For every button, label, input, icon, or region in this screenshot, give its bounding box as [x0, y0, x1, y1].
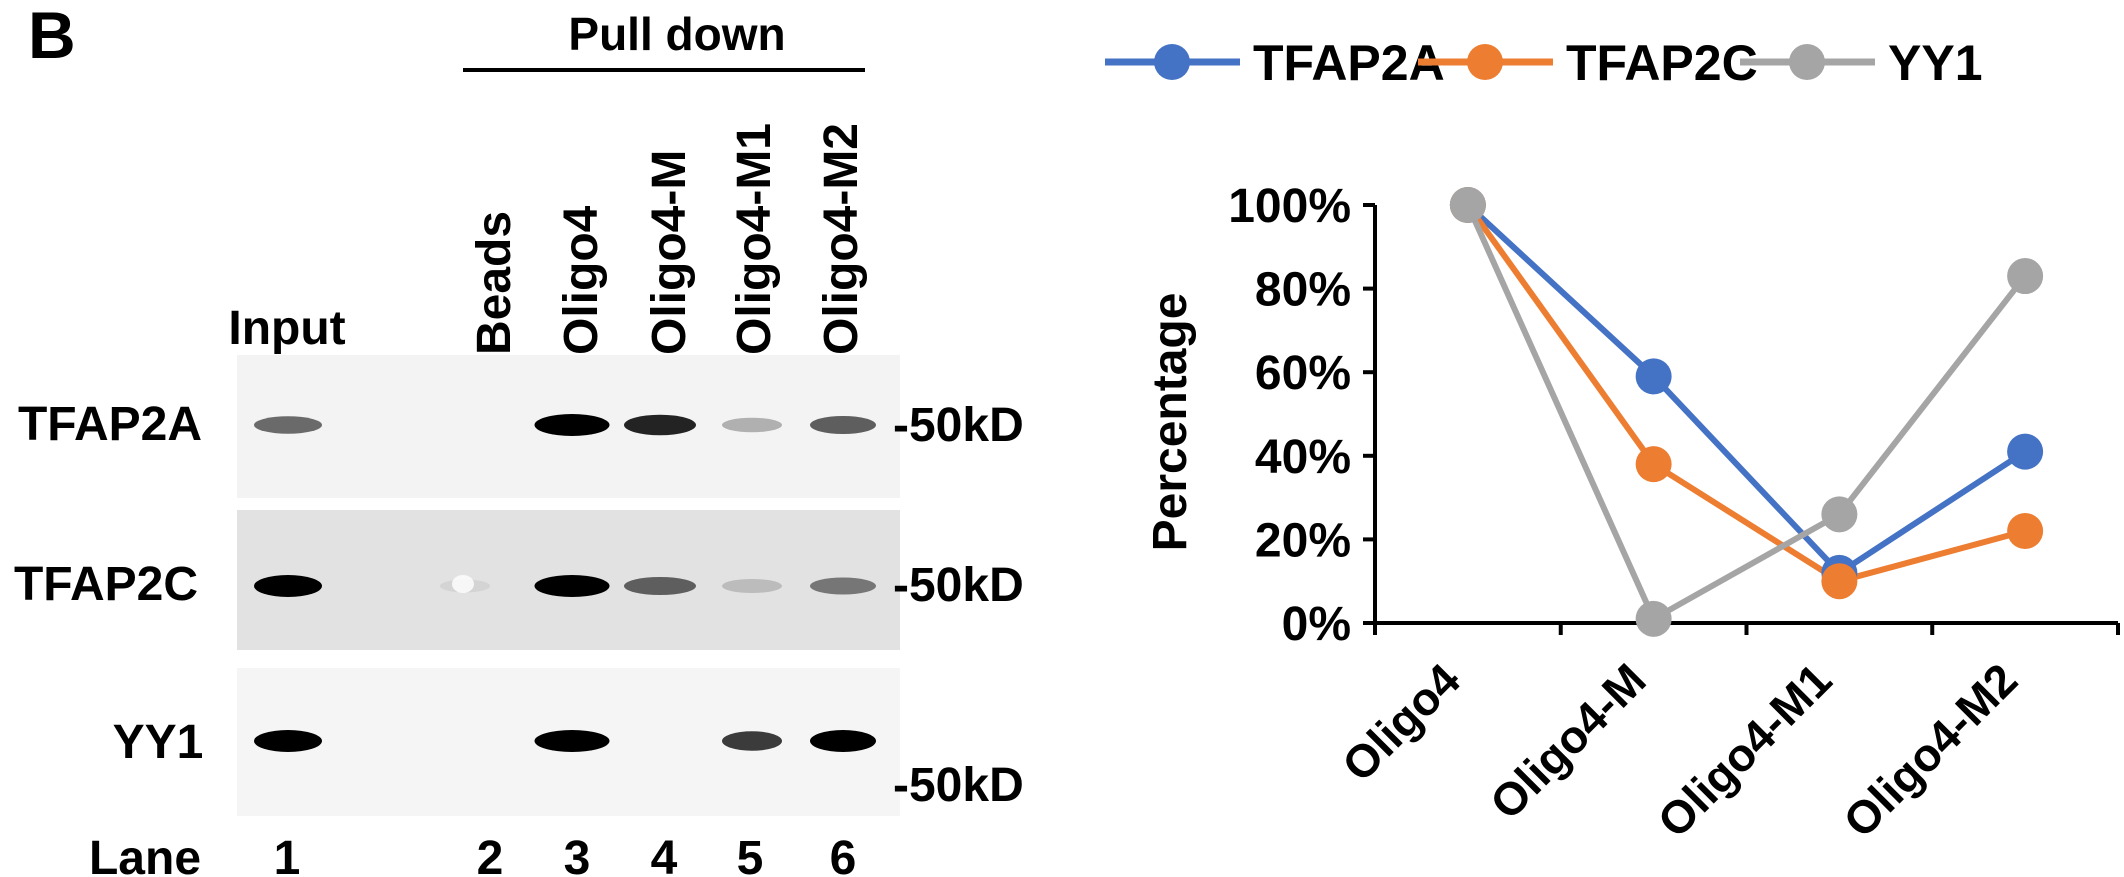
data-point-yy1 — [1821, 496, 1858, 533]
band-tfap2c-lane-4 — [624, 577, 696, 595]
input-label: Input — [228, 302, 345, 355]
band-tfap2a-lane-4 — [624, 414, 696, 436]
marker-yy1: -50kD — [893, 759, 1024, 812]
band-yy1-lane-3 — [534, 730, 610, 752]
legend-label-yy1: YY1 — [1888, 35, 1983, 91]
lane-number-3: 3 — [564, 832, 591, 877]
y-tick-label: 20% — [1255, 514, 1351, 567]
y-tick-label: 40% — [1255, 431, 1351, 484]
lane-number-5: 5 — [737, 832, 764, 877]
band-tfap2a-lane-3 — [534, 414, 610, 436]
band-tfap2c-lane-6 — [810, 577, 876, 595]
legend-label-tfap2a: TFAP2A — [1253, 35, 1445, 91]
band-tfap2c-lane-5 — [722, 579, 782, 593]
blot-bands — [254, 414, 876, 752]
data-point-tfap2c — [2007, 513, 2044, 550]
protein-label-tfap2a: TFAP2A — [18, 398, 202, 451]
x-tick-label: Oligo4-M — [1480, 653, 1656, 829]
band-tfap2c-lane-1 — [254, 575, 322, 597]
chart-legend: TFAP2A TFAP2C YY1 — [1105, 35, 1983, 91]
data-point-tfap2a — [1635, 358, 1672, 395]
lane-number-4: 4 — [651, 832, 678, 877]
band-yy1-lane-6 — [810, 730, 876, 752]
data-point-tfap2a — [2007, 433, 2044, 470]
protein-label-yy1: YY1 — [113, 716, 204, 769]
y-tick-label: 0% — [1282, 598, 1351, 651]
lane-names: Beads Oligo4 Oligo4-M Oligo4-M1 Oligo4-M… — [468, 123, 868, 355]
chart-series — [1449, 187, 2044, 637]
legend-marker-yy1 — [1789, 44, 1825, 80]
lane-name-oligo4: Oligo4 — [555, 205, 608, 355]
y-tick-label: 60% — [1255, 347, 1351, 400]
data-point-yy1 — [1449, 187, 1486, 223]
band-tfap2a-lane-6 — [810, 416, 876, 434]
legend-marker-tfap2c — [1467, 44, 1503, 80]
y-axis-label: Percentage — [1144, 293, 1197, 552]
pulldown-label: Pull down — [568, 8, 785, 60]
lane-name-oligo4-m2: Oligo4-M2 — [815, 123, 868, 355]
data-point-yy1 — [1635, 600, 1672, 637]
lane-name-oligo4-m1: Oligo4-M1 — [728, 123, 781, 355]
lane-number-6: 6 — [830, 832, 857, 877]
y-tick-label: 100% — [1228, 180, 1351, 233]
lane-number-2: 2 — [477, 832, 504, 877]
data-point-tfap2c — [1635, 446, 1672, 483]
data-point-tfap2c — [1821, 563, 1858, 600]
y-tick-label: 80% — [1255, 264, 1351, 317]
band-tfap2c-lane-2 — [452, 575, 474, 593]
band-tfap2a-lane-1 — [254, 416, 322, 434]
legend-label-tfap2c: TFAP2C — [1566, 35, 1758, 91]
series-line-yy1 — [1465, 203, 2028, 624]
lane-numbers: 1 2 3 4 5 6 — [274, 832, 857, 877]
legend-marker-tfap2a — [1154, 44, 1190, 80]
protein-label-tfap2c: TFAP2C — [14, 558, 198, 611]
series-line-tfap2c — [1465, 203, 2026, 585]
band-tfap2a-lane-5 — [722, 417, 782, 433]
chart-axes: 0%20%40%60%80%100%Oligo4 Oligo4-MOligo4-M… — [1228, 180, 2120, 847]
marker-tfap2a: -50kD — [893, 399, 1024, 452]
lane-name-beads: Beads — [468, 211, 521, 355]
marker-tfap2c: -50kD — [893, 559, 1024, 612]
data-point-yy1 — [2007, 258, 2044, 295]
panel-label: B — [28, 0, 76, 72]
lane-row-label: Lane — [89, 832, 201, 877]
lane-name-oligo4-m: Oligo4-M — [643, 150, 696, 355]
x-tick-label: Oligo4 — [1332, 653, 1470, 791]
band-yy1-lane-5 — [722, 731, 782, 751]
x-tick-label: Oligo4-M1 — [1647, 653, 1841, 847]
lane-number-1: 1 — [274, 832, 301, 877]
x-tick-label: Oligo4-M2 — [1833, 653, 2027, 847]
band-yy1-lane-1 — [254, 730, 322, 752]
band-tfap2c-lane-3 — [534, 575, 610, 597]
series-line-tfap2a — [1465, 202, 2027, 577]
